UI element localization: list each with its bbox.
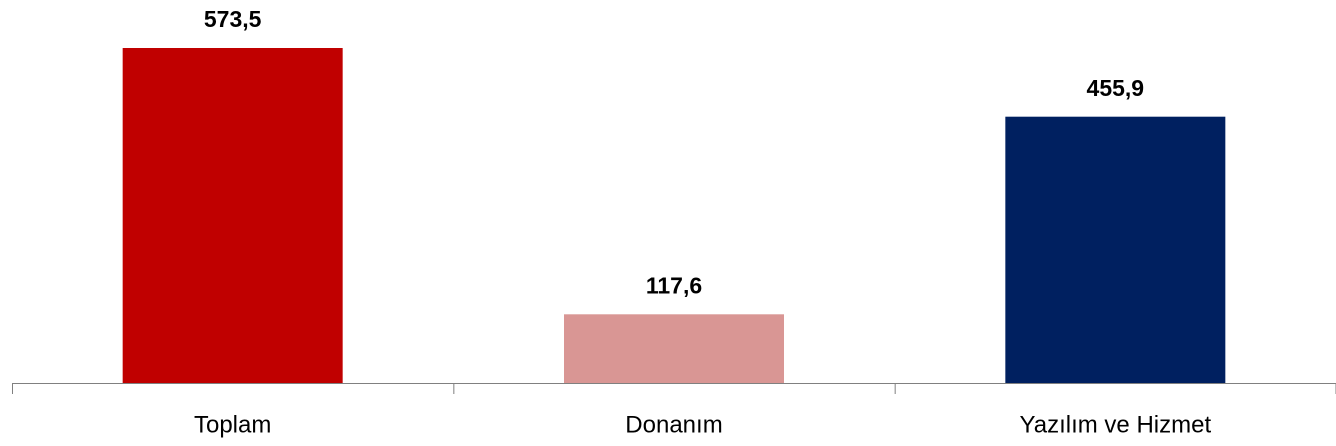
x-tick-label: Yazılım ve Hizmet [1020, 411, 1212, 438]
x-tick-label: Donanım [625, 411, 722, 438]
bar [1005, 116, 1226, 384]
bar [122, 48, 343, 383]
value-label: 117,6 [646, 272, 702, 298]
bar [564, 314, 784, 383]
value-label: 455,9 [1087, 75, 1145, 101]
value-label: 573,5 [204, 6, 262, 32]
x-tick-label: Toplam [194, 411, 271, 438]
